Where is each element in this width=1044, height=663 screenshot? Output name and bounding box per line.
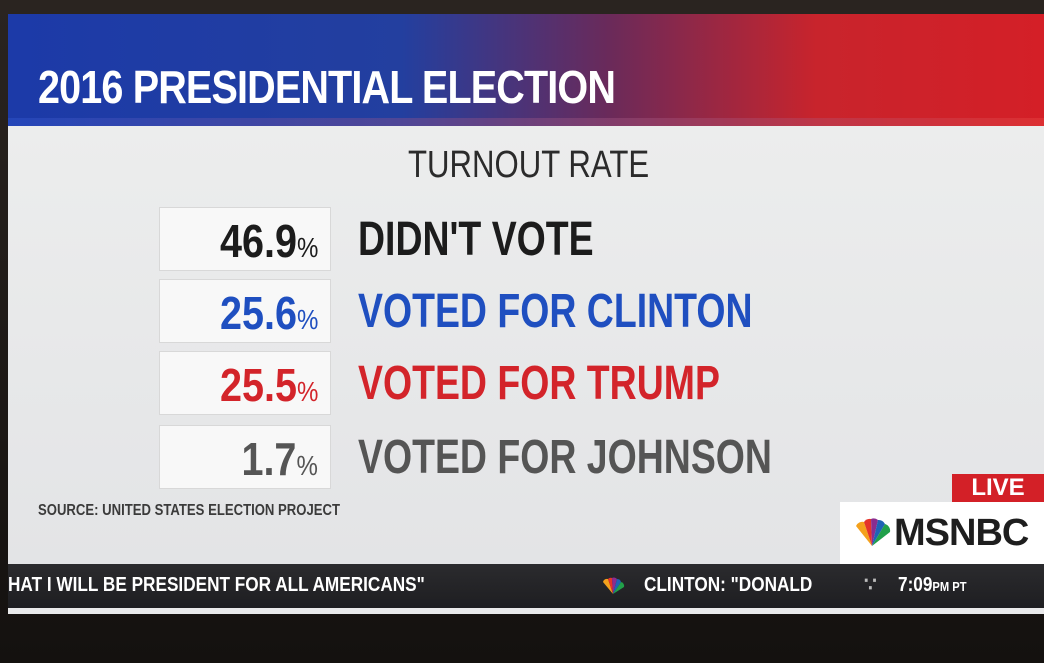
news-ticker: HAT I WILL BE PRESIDENT FOR ALL AMERICAN… (8, 564, 1044, 608)
row-label: DIDN'T VOTE (358, 213, 594, 266)
ticker-clock: 7:09PM PT (898, 574, 967, 597)
turnout-row: 1.7% VOTED FOR JOHNSON (160, 426, 860, 490)
graphic-subtitle: TURNOUT RATE (408, 144, 650, 186)
banner-title: 2016 PRESIDENTIAL ELECTION (38, 61, 616, 113)
clock-time: 7:09 (898, 574, 933, 596)
tv-screen: 2016 PRESIDENTIAL ELECTION TURNOUT RATE … (8, 14, 1044, 614)
percent-value: 46.9% (220, 214, 318, 268)
row-label: VOTED FOR CLINTON (358, 285, 753, 338)
percent-number: 25.5 (219, 359, 297, 411)
ticker-separator: ∵ (864, 574, 877, 596)
banner-stripe (8, 118, 1044, 126)
turnout-row: 25.5% VOTED FOR TRUMP (160, 352, 860, 416)
percent-sign: % (296, 304, 318, 335)
clock-suffix: PM PT (932, 579, 967, 594)
percent-value: 25.6% (220, 286, 318, 340)
nbc-peacock-icon (603, 577, 625, 594)
percent-box: 25.5% (160, 352, 330, 414)
source-caption: SOURCE: UNITED STATES ELECTION PROJECT (38, 502, 341, 519)
percent-number: 1.7 (241, 433, 297, 485)
percent-number: 46.9 (219, 215, 297, 267)
ticker-text-left: HAT I WILL BE PRESIDENT FOR ALL AMERICAN… (8, 574, 425, 596)
graphic-panel (8, 126, 1044, 564)
percent-box: 46.9% (160, 208, 330, 270)
percent-number: 25.6 (219, 287, 297, 339)
percent-value: 1.7% (242, 432, 318, 486)
live-badge: LIVE (952, 474, 1044, 502)
network-bug: MSNBC (840, 502, 1044, 564)
percent-sign: % (296, 450, 318, 481)
percent-box: 1.7% (160, 426, 330, 488)
title-banner: 2016 PRESIDENTIAL ELECTION (8, 14, 1044, 126)
network-name: MSNBC (894, 512, 1029, 554)
ticker-text-right: CLINTON: "DONALD (644, 574, 813, 596)
row-label: VOTED FOR TRUMP (358, 357, 720, 410)
nbc-peacock-icon (856, 518, 891, 546)
row-label: VOTED FOR JOHNSON (358, 431, 772, 484)
percent-sign: % (296, 376, 318, 407)
turnout-row: 25.6% VOTED FOR CLINTON (160, 280, 860, 344)
percent-box: 25.6% (160, 280, 330, 342)
percent-sign: % (296, 232, 318, 263)
percent-value: 25.5% (220, 358, 318, 412)
turnout-row: 46.9% DIDN'T VOTE (160, 208, 860, 272)
